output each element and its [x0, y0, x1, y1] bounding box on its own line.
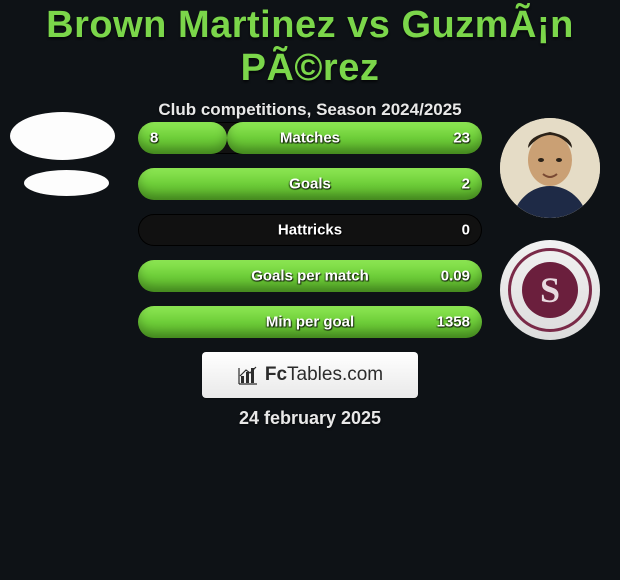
- attribution-badge: FcTables.com: [202, 352, 418, 398]
- club-logo-core: S: [522, 262, 578, 318]
- stat-value-right: 2: [462, 176, 470, 193]
- stat-bar: Hattricks 0: [138, 214, 482, 246]
- stat-label: Goals per match: [251, 268, 369, 285]
- right-player-column: S: [500, 118, 610, 340]
- left-player-column: [10, 112, 118, 206]
- club-logo-initial: S: [540, 269, 560, 311]
- chart-icon: [237, 364, 259, 386]
- stat-label: Hattricks: [278, 222, 342, 239]
- stat-bar: 8 Matches 23: [138, 122, 482, 154]
- stat-value-left: 8: [150, 130, 158, 147]
- comparison-bars: 8 Matches 23 Goals 2 Hattricks 0 Goals per matc…: [138, 122, 482, 352]
- stat-label: Matches: [280, 130, 340, 147]
- left-club-logo-placeholder: [24, 170, 109, 196]
- stat-value-right: 1358: [437, 314, 470, 331]
- stat-bar: Min per goal 1358: [138, 306, 482, 338]
- stat-label: Min per goal: [266, 314, 354, 331]
- attribution-suffix: Tables.com: [287, 364, 383, 385]
- stat-value-right: 23: [453, 130, 470, 147]
- right-club-logo: S: [500, 240, 600, 340]
- left-player-avatar-placeholder: [10, 112, 115, 160]
- attribution-label: FcTables.com: [265, 364, 383, 386]
- page-title: Brown Martinez vs GuzmÃ¡n PÃ©rez: [0, 0, 620, 90]
- stat-bar: Goals 2: [138, 168, 482, 200]
- stat-value-right: 0: [462, 222, 470, 239]
- right-player-avatar: [500, 118, 600, 218]
- stat-bar-fill-right: [227, 122, 482, 154]
- stat-label: Goals: [289, 176, 331, 193]
- date-line: 24 february 2025: [239, 408, 381, 429]
- stat-bar: Goals per match 0.09: [138, 260, 482, 292]
- stat-value-right: 0.09: [441, 268, 470, 285]
- person-icon: [500, 118, 600, 218]
- attribution-prefix: Fc: [265, 364, 287, 385]
